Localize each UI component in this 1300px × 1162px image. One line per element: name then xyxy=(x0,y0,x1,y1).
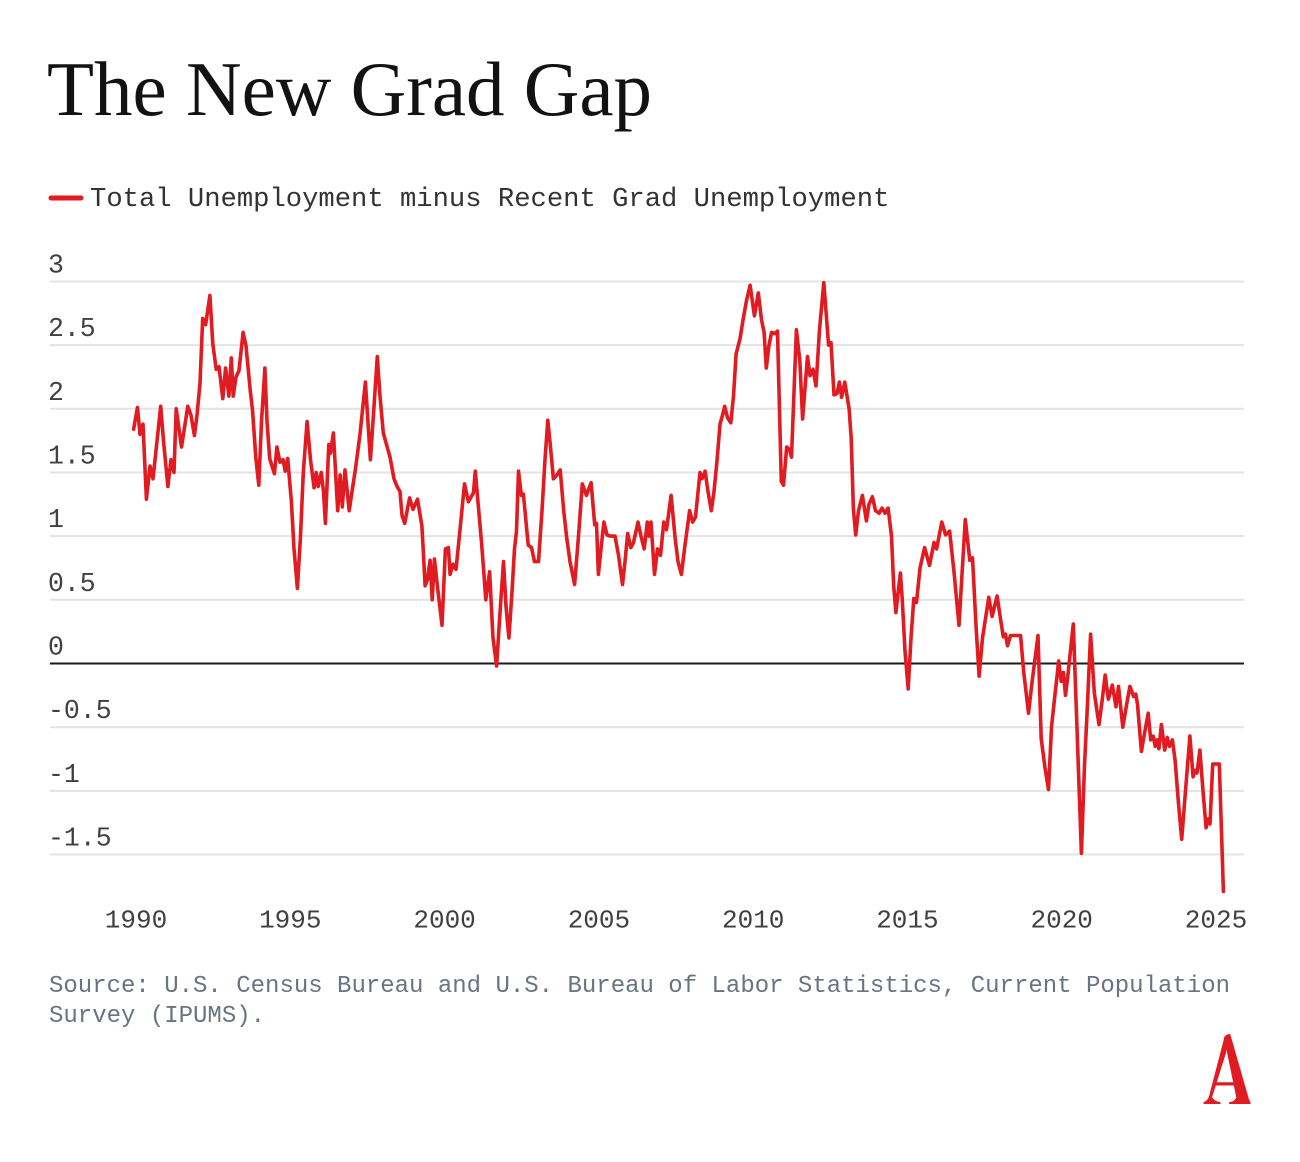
svg-text:1990: 1990 xyxy=(105,906,167,936)
svg-text:-1: -1 xyxy=(48,760,80,790)
svg-text:1: 1 xyxy=(48,505,64,535)
svg-text:0.5: 0.5 xyxy=(48,569,96,599)
svg-text:2: 2 xyxy=(48,378,64,408)
svg-text:0: 0 xyxy=(48,633,64,663)
svg-text:The New Grad Gap: The New Grad Gap xyxy=(47,46,652,132)
svg-text:Total Unemployment minus Recen: Total Unemployment minus Recent Grad Une… xyxy=(90,184,889,215)
svg-text:2.5: 2.5 xyxy=(48,314,96,344)
svg-text:2010: 2010 xyxy=(722,906,784,936)
svg-text:-0.5: -0.5 xyxy=(48,696,112,726)
svg-text:1.5: 1.5 xyxy=(48,442,96,472)
svg-text:Source: U.S. Census Bureau and: Source: U.S. Census Bureau and U.S. Bure… xyxy=(49,973,1230,1000)
svg-text:3: 3 xyxy=(48,251,64,281)
svg-text:-1.5: -1.5 xyxy=(48,824,112,854)
svg-text:2020: 2020 xyxy=(1030,906,1092,936)
svg-text:Survey (IPUMS).: Survey (IPUMS). xyxy=(49,1003,265,1030)
svg-text:2000: 2000 xyxy=(413,906,475,936)
svg-text:2005: 2005 xyxy=(568,906,630,936)
svg-text:2015: 2015 xyxy=(876,906,938,936)
svg-text:1995: 1995 xyxy=(259,906,321,936)
svg-text:2025: 2025 xyxy=(1185,906,1247,936)
